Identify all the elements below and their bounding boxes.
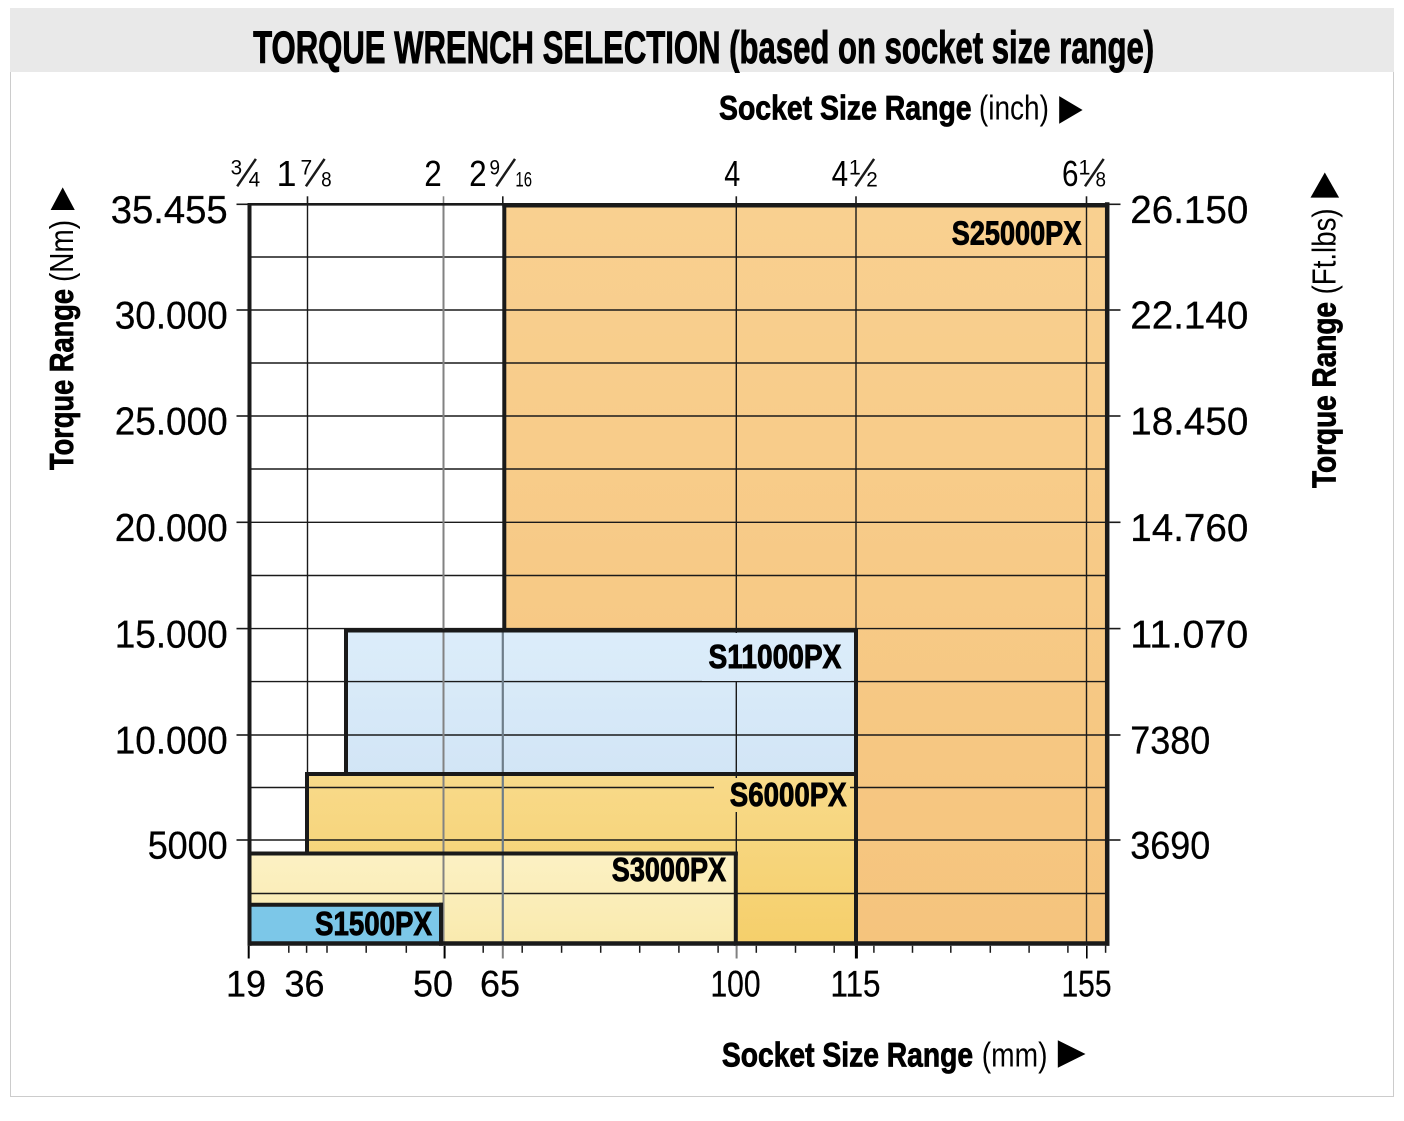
svg-text:115: 115: [831, 964, 881, 1005]
svg-text:Torque Range: Torque Range: [1305, 302, 1342, 488]
svg-text:2: 2: [866, 167, 878, 191]
svg-text:4: 4: [832, 153, 849, 194]
svg-text:Socket Size Range: Socket Size Range: [719, 89, 972, 127]
svg-text:15.000: 15.000: [115, 613, 228, 656]
svg-text:(mm): (mm): [982, 1037, 1048, 1075]
svg-text:TORQUE WRENCH SELECTION (based: TORQUE WRENCH SELECTION (based on socket…: [253, 22, 1154, 73]
svg-text:16: 16: [515, 167, 532, 191]
svg-text:36: 36: [285, 964, 325, 1005]
svg-text:7: 7: [300, 156, 312, 180]
svg-text:10.000: 10.000: [115, 720, 228, 763]
svg-text:2: 2: [424, 153, 442, 194]
svg-text:3690: 3690: [1130, 825, 1210, 868]
svg-text:8: 8: [1096, 167, 1107, 191]
svg-text:S11000PX: S11000PX: [709, 639, 842, 676]
svg-text:100: 100: [711, 964, 761, 1005]
svg-text:22.140: 22.140: [1130, 295, 1248, 338]
svg-text:(inch): (inch): [979, 89, 1049, 127]
svg-text:(Ft.lbs): (Ft.lbs): [1305, 208, 1342, 294]
svg-text:25.000: 25.000: [115, 401, 228, 444]
svg-text:Socket Size Range: Socket Size Range: [722, 1037, 973, 1075]
svg-text:14.760: 14.760: [1130, 507, 1248, 550]
svg-text:18.450: 18.450: [1130, 401, 1248, 444]
svg-text:(Nm): (Nm): [43, 220, 80, 282]
svg-text:35.455: 35.455: [111, 189, 228, 232]
svg-text:1: 1: [849, 156, 861, 180]
svg-text:50: 50: [413, 964, 453, 1005]
svg-text:9: 9: [490, 156, 501, 180]
svg-text:30.000: 30.000: [115, 295, 228, 338]
svg-text:8: 8: [321, 167, 332, 191]
svg-text:3: 3: [231, 156, 243, 180]
svg-text:Torque Range: Torque Range: [43, 289, 80, 470]
svg-text:2: 2: [469, 153, 487, 194]
svg-text:65: 65: [480, 964, 520, 1005]
svg-text:19: 19: [226, 964, 266, 1005]
svg-text:4: 4: [724, 153, 740, 194]
svg-text:5000: 5000: [148, 825, 228, 868]
svg-text:6: 6: [1062, 153, 1079, 194]
svg-text:26.150: 26.150: [1130, 189, 1248, 232]
svg-text:1: 1: [1078, 156, 1090, 180]
svg-text:155: 155: [1062, 964, 1112, 1005]
svg-text:4: 4: [249, 167, 261, 191]
svg-text:1: 1: [276, 153, 296, 194]
svg-text:7380: 7380: [1130, 720, 1210, 763]
svg-text:11.070: 11.070: [1130, 613, 1248, 656]
svg-text:S1500PX: S1500PX: [315, 906, 433, 943]
svg-text:S3000PX: S3000PX: [612, 852, 727, 889]
svg-text:S25000PX: S25000PX: [952, 216, 1082, 253]
svg-text:20.000: 20.000: [115, 507, 228, 550]
svg-text:S6000PX: S6000PX: [730, 777, 847, 814]
